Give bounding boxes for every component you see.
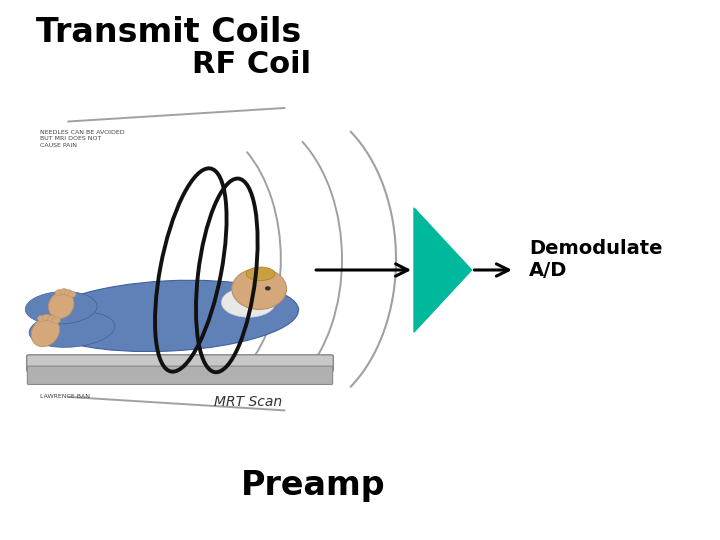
Circle shape — [232, 268, 287, 309]
Text: Demodulate
A/D: Demodulate A/D — [529, 239, 662, 280]
Circle shape — [52, 317, 60, 323]
Ellipse shape — [222, 287, 275, 317]
Ellipse shape — [40, 280, 299, 352]
Circle shape — [68, 292, 76, 297]
FancyBboxPatch shape — [27, 366, 333, 384]
Text: MRT Scan: MRT Scan — [215, 395, 282, 409]
Ellipse shape — [48, 292, 74, 319]
Circle shape — [55, 289, 63, 295]
Ellipse shape — [25, 292, 97, 324]
Circle shape — [265, 286, 271, 291]
Circle shape — [48, 315, 56, 322]
Ellipse shape — [29, 312, 115, 347]
FancyBboxPatch shape — [27, 355, 333, 372]
Ellipse shape — [246, 267, 275, 281]
Circle shape — [37, 315, 46, 322]
Polygon shape — [414, 208, 472, 332]
Text: RF Coil: RF Coil — [192, 50, 312, 79]
Text: LAWRENCE BAN: LAWRENCE BAN — [40, 394, 89, 400]
Text: NEEDLES CAN BE AVOIDED
BUT MRI DOES NOT
CAUSE PAIN: NEEDLES CAN BE AVOIDED BUT MRI DOES NOT … — [40, 130, 125, 148]
Ellipse shape — [31, 318, 60, 347]
Circle shape — [60, 288, 68, 295]
Text: Transmit Coils: Transmit Coils — [36, 16, 301, 49]
Circle shape — [65, 289, 73, 295]
Circle shape — [42, 314, 51, 321]
Text: Preamp: Preamp — [241, 469, 385, 503]
